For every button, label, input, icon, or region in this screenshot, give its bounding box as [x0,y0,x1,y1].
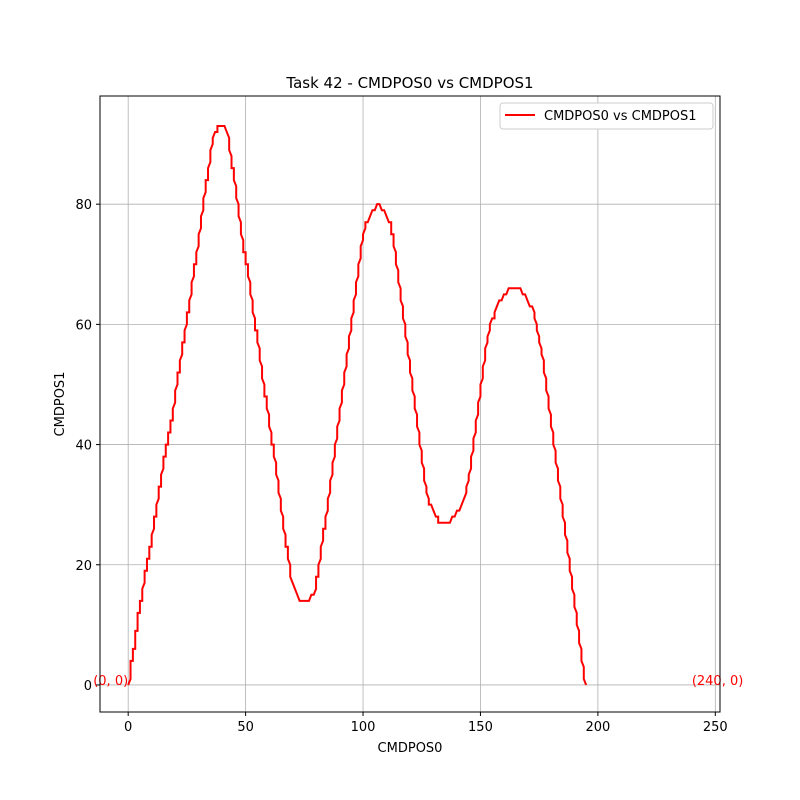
legend: CMDPOS0 vs CMDPOS1 [499,102,714,130]
x-tick-label: 50 [237,720,254,735]
x-tick-label: 0 [124,720,132,735]
y-axis-ticks: 0 20 40 60 80 [75,198,100,694]
legend-entry-label: CMDPOS0 vs CMDPOS1 [544,109,697,124]
y-tick-label: 60 [75,318,92,333]
x-axis-ticks: 0 50 100 150 200 250 [124,712,728,735]
x-tick-label: 250 [703,720,728,735]
point-annotation: (240, 0) [692,674,744,689]
x-axis-label: CMDPOS0 [378,741,443,756]
chart-title: Task 42 - CMDPOS0 vs CMDPOS1 [285,74,533,92]
x-tick-label: 100 [351,720,376,735]
y-axis-label: CMDPOS1 [53,372,68,437]
legend-box [499,102,714,130]
y-tick-label: 80 [75,198,92,213]
y-tick-label: 20 [75,559,92,574]
point-annotation: (0, 0) [93,674,128,689]
x-tick-label: 150 [468,720,493,735]
plot-line-group [127,125,588,686]
y-tick-label: 40 [75,439,92,454]
series-line [127,125,588,686]
x-tick-label: 200 [585,720,610,735]
plot-area-frame [99,95,721,713]
grid [100,96,720,712]
y-tick-label: 0 [84,679,92,694]
annotations: (0, 0) (240, 0) [93,674,743,689]
